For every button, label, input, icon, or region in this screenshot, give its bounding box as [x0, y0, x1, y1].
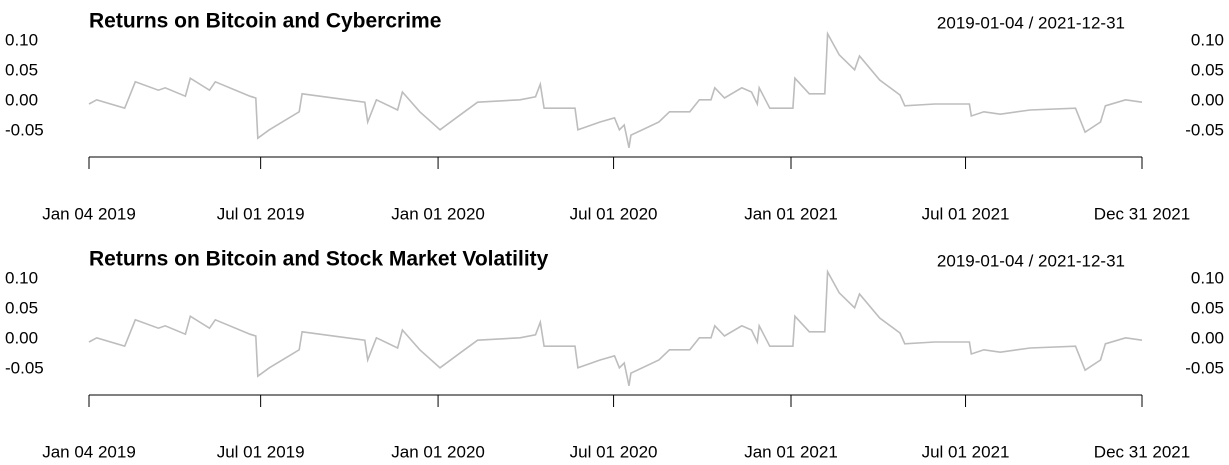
x-tick-label: Jul 01 2020 [570, 204, 658, 223]
y-tick-label: 0.10 [5, 30, 38, 49]
x-tick-label: Jul 01 2020 [570, 442, 658, 461]
y-tick-label: 0.05 [5, 298, 38, 317]
y2-tick-label: 0.00 [1191, 328, 1224, 347]
x-tick-label: Dec 31 2021 [1094, 204, 1190, 223]
series-line [88, 268, 1143, 386]
y2-tick-label: 0.05 [1191, 298, 1224, 317]
y-tick-label: 0.00 [5, 90, 38, 109]
y2-tick-label: -0.05 [1185, 358, 1224, 377]
y-tick-label: 0.10 [5, 268, 38, 287]
x-tick-label: Jan 04 2019 [42, 442, 136, 461]
y-tick-label: -0.05 [5, 120, 44, 139]
x-tick-label: Jan 04 2019 [42, 204, 136, 223]
y-tick-label: -0.05 [5, 358, 44, 377]
chart-title: Returns on Bitcoin and Stock Market Vola… [89, 248, 549, 271]
y2-tick-label: 0.00 [1191, 90, 1224, 109]
y-tick-label: 0.05 [5, 60, 38, 79]
y2-tick-label: 0.10 [1191, 268, 1224, 287]
series-line [88, 30, 1143, 148]
x-tick-label: Jan 01 2021 [744, 204, 838, 223]
x-tick-label: Jul 01 2021 [922, 204, 1010, 223]
y2-tick-label: 0.10 [1191, 30, 1224, 49]
y-tick-label: 0.00 [5, 328, 38, 347]
x-tick-label: Jul 01 2021 [922, 442, 1010, 461]
date-range: 2019-01-04 / 2021-12-31 [937, 13, 1125, 32]
y2-tick-label: -0.05 [1185, 120, 1224, 139]
x-tick-label: Jan 01 2021 [744, 442, 838, 461]
x-tick-label: Jul 01 2019 [217, 442, 305, 461]
date-range: 2019-01-04 / 2021-12-31 [937, 251, 1125, 270]
chart-title: Returns on Bitcoin and Cybercrime [89, 10, 441, 33]
x-tick-label: Jul 01 2019 [217, 204, 305, 223]
y2-tick-label: 0.05 [1191, 60, 1224, 79]
x-tick-label: Dec 31 2021 [1094, 442, 1190, 461]
x-tick-label: Jan 01 2020 [391, 442, 485, 461]
x-tick-label: Jan 01 2020 [391, 204, 485, 223]
